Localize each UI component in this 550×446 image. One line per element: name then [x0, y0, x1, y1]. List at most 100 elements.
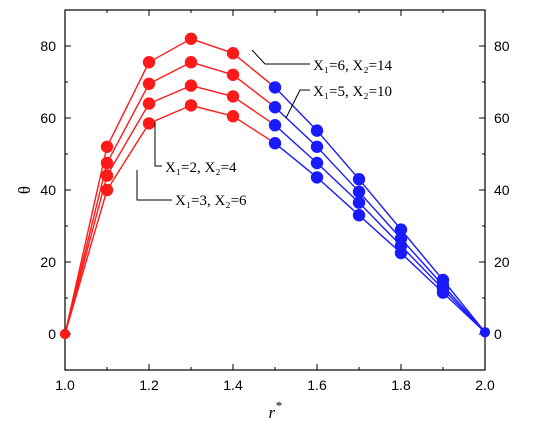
- series-segment: [442, 279, 486, 333]
- series-segment: [400, 245, 444, 290]
- data-point: [310, 124, 324, 137]
- annotation-leader: [251, 49, 310, 65]
- annotation-label: X₁=6, X₂=14: [313, 58, 393, 74]
- series-segment: [358, 178, 402, 231]
- series-segment: [148, 61, 192, 85]
- data-point: [184, 32, 198, 45]
- series-segment: [106, 123, 150, 191]
- series-segment: [190, 84, 234, 98]
- series-segment: [232, 52, 276, 88]
- x-tick-label: 1.4: [223, 377, 243, 393]
- data-point: [142, 117, 156, 130]
- series-segment: [274, 86, 318, 132]
- x-tick-label: 1.2: [139, 377, 159, 393]
- data-point: [100, 140, 114, 153]
- annotation-leader: [154, 122, 162, 167]
- annotation-layer: X₁=6, X₂=14 X₁=5, X₂=10 X₁=2, X₂=4 X₁=3, X₂…: [136, 49, 393, 209]
- data-point: [226, 110, 240, 123]
- data-point: [268, 137, 282, 150]
- series-segment: [316, 146, 360, 193]
- data-point: [394, 223, 408, 236]
- data-point: [310, 140, 324, 153]
- series-group: [60, 32, 490, 339]
- x-axis-title: r*: [268, 398, 282, 422]
- series-segment: [106, 103, 150, 176]
- data-point: [394, 232, 408, 245]
- series-group: [60, 56, 490, 339]
- series-segment: [148, 104, 192, 125]
- y-tick-label-right: 60: [494, 110, 510, 126]
- annotation-leader: [285, 89, 310, 119]
- data-point: [100, 169, 114, 182]
- series-segment: [358, 214, 402, 254]
- y-tick-label: 40: [40, 182, 56, 198]
- axis-ticks: 1.0 1.2 1.4 1.6 1.8 2.0 0 0 20 20 40 40 60 60 80 80: [40, 9, 510, 393]
- series-group: [60, 79, 490, 339]
- series-layer: [60, 32, 490, 339]
- data-point: [226, 47, 240, 60]
- annotation-label: X₁=2, X₂=4: [165, 160, 237, 176]
- data-point: [268, 119, 282, 132]
- data-point: [436, 273, 450, 287]
- series-segment: [400, 229, 444, 281]
- data-point: [352, 209, 366, 222]
- series-segment: [148, 84, 192, 105]
- series-group: [60, 99, 490, 339]
- series-segment: [64, 146, 108, 335]
- y-tick-label: 20: [40, 254, 56, 270]
- series-segment: [316, 162, 360, 204]
- series-segment: [400, 238, 444, 286]
- data-point: [184, 99, 198, 112]
- series-segment: [190, 61, 234, 76]
- series-segment: [232, 95, 276, 126]
- series-segment: [274, 124, 318, 164]
- data-point: [480, 327, 490, 338]
- series-segment: [316, 130, 360, 180]
- annotation-label: X₁=3, X₂=6: [175, 193, 247, 209]
- series-segment: [106, 61, 150, 148]
- series-segment: [316, 176, 360, 216]
- y-tick-label-right: 40: [494, 182, 510, 198]
- annotation-label: X₁=5, X₂=10: [313, 84, 392, 100]
- series-segment: [358, 202, 402, 247]
- y-tick-label: 60: [40, 110, 56, 126]
- data-point: [268, 101, 282, 114]
- series-segment: [232, 115, 276, 144]
- series-segment: [190, 104, 234, 117]
- x-axis-title-sup: *: [275, 398, 282, 413]
- series-segment: [148, 38, 192, 63]
- y-tick-label-right: 20: [494, 254, 510, 270]
- y-tick-label-right: 0: [494, 326, 502, 342]
- data-point: [184, 56, 198, 69]
- series-segment: [400, 252, 444, 294]
- series-segment: [106, 83, 150, 164]
- x-axis-title-base: r: [268, 403, 275, 422]
- data-point: [142, 77, 156, 91]
- data-point: [226, 90, 240, 103]
- data-point: [310, 156, 324, 170]
- data-point: [226, 68, 240, 82]
- series-segment: [358, 191, 402, 240]
- x-tick-label: 1.0: [55, 377, 75, 393]
- annotation-leader: [136, 170, 172, 201]
- y-tick-label: 0: [48, 326, 56, 342]
- y-tick-label: 80: [40, 38, 56, 54]
- data-point: [268, 81, 282, 94]
- data-point: [310, 171, 324, 184]
- y-tick-label-right: 80: [494, 38, 510, 54]
- data-point: [142, 97, 156, 110]
- series-segment: [190, 38, 234, 54]
- data-point: [352, 173, 366, 186]
- y-axis-title: θ: [15, 186, 34, 194]
- x-tick-label: 1.8: [391, 377, 411, 393]
- series-segment: [274, 142, 318, 178]
- data-point: [352, 185, 366, 198]
- x-tick-label: 1.6: [307, 377, 327, 393]
- data-point: [184, 79, 198, 92]
- x-tick-label: 2.0: [475, 377, 495, 393]
- series-segment: [274, 106, 318, 148]
- data-point: [352, 196, 366, 209]
- series-segment: [232, 74, 276, 108]
- data-point: [142, 56, 156, 69]
